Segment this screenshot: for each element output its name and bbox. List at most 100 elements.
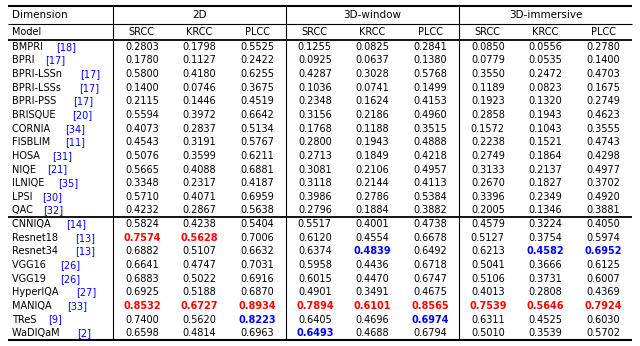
- Text: 0.6101: 0.6101: [354, 301, 391, 311]
- Text: 0.5041: 0.5041: [471, 260, 505, 270]
- Text: 0.1499: 0.1499: [413, 83, 447, 93]
- Text: 0.3881: 0.3881: [586, 206, 620, 216]
- Text: [17]: [17]: [79, 83, 99, 93]
- Text: 0.4298: 0.4298: [586, 151, 620, 161]
- Text: 0.6641: 0.6641: [125, 260, 159, 270]
- Text: 0.3491: 0.3491: [356, 287, 389, 297]
- Text: 0.4688: 0.4688: [356, 328, 389, 338]
- Text: 0.0741: 0.0741: [356, 83, 389, 93]
- Text: 0.4920: 0.4920: [586, 192, 620, 202]
- Text: 0.6925: 0.6925: [125, 287, 159, 297]
- Text: 0.3972: 0.3972: [182, 110, 216, 120]
- Text: PLCC: PLCC: [244, 27, 269, 37]
- Text: 0.5106: 0.5106: [471, 274, 505, 284]
- Text: 0.2749: 0.2749: [471, 151, 505, 161]
- Text: BPRI-LSSn: BPRI-LSSn: [12, 69, 65, 79]
- Text: [11]: [11]: [65, 137, 85, 147]
- Text: 0.4187: 0.4187: [240, 178, 274, 188]
- Text: 0.4738: 0.4738: [413, 219, 447, 229]
- Text: 0.5628: 0.5628: [180, 233, 218, 243]
- Text: 0.4957: 0.4957: [413, 165, 447, 174]
- Text: 0.8532: 0.8532: [123, 301, 161, 311]
- Text: 0.4623: 0.4623: [586, 110, 620, 120]
- Text: 0.4088: 0.4088: [182, 165, 216, 174]
- Text: 0.0556: 0.0556: [529, 42, 563, 52]
- Text: 0.6015: 0.6015: [298, 274, 332, 284]
- Text: 0.4238: 0.4238: [182, 219, 216, 229]
- Text: 3D-immersive: 3D-immersive: [509, 10, 582, 20]
- Text: 0.3028: 0.3028: [356, 69, 389, 79]
- Text: 0.2867: 0.2867: [182, 206, 216, 216]
- Text: 0.6882: 0.6882: [125, 246, 159, 256]
- Text: 0.1943: 0.1943: [356, 137, 389, 147]
- Text: 0.2186: 0.2186: [356, 110, 389, 120]
- Text: 0.2238: 0.2238: [471, 137, 505, 147]
- Text: 0.4543: 0.4543: [125, 137, 159, 147]
- Text: 0.2472: 0.2472: [529, 69, 563, 79]
- Text: 0.4073: 0.4073: [125, 124, 159, 134]
- Text: [26]: [26]: [60, 274, 80, 284]
- Text: 0.4436: 0.4436: [356, 260, 389, 270]
- Text: 0.6952: 0.6952: [584, 246, 622, 256]
- Text: 0.2115: 0.2115: [125, 97, 159, 106]
- Text: 0.8934: 0.8934: [238, 301, 276, 311]
- Text: 0.4747: 0.4747: [182, 260, 216, 270]
- Text: [26]: [26]: [60, 260, 80, 270]
- Text: 0.5638: 0.5638: [240, 206, 274, 216]
- Text: 0.5127: 0.5127: [471, 233, 505, 243]
- Text: 0.4218: 0.4218: [413, 151, 447, 161]
- Text: 0.3348: 0.3348: [125, 178, 159, 188]
- Text: 0.1624: 0.1624: [356, 97, 389, 106]
- Text: 0.3133: 0.3133: [471, 165, 505, 174]
- Text: ILNIQE: ILNIQE: [12, 178, 47, 188]
- Text: KRCC: KRCC: [532, 27, 559, 37]
- Text: 0.1943: 0.1943: [529, 110, 563, 120]
- Text: 0.2786: 0.2786: [356, 192, 389, 202]
- Text: KRCC: KRCC: [360, 27, 386, 37]
- Text: 0.3599: 0.3599: [182, 151, 216, 161]
- Text: 0.5710: 0.5710: [125, 192, 159, 202]
- Text: MANIQA: MANIQA: [12, 301, 55, 311]
- Text: 0.7539: 0.7539: [469, 301, 507, 311]
- Text: 0.3081: 0.3081: [298, 165, 332, 174]
- Text: [17]: [17]: [81, 69, 100, 79]
- Text: [17]: [17]: [73, 97, 93, 106]
- Text: 0.2837: 0.2837: [182, 124, 216, 134]
- Text: 0.6883: 0.6883: [125, 274, 159, 284]
- Text: 0.1043: 0.1043: [529, 124, 563, 134]
- Text: 0.5517: 0.5517: [298, 219, 332, 229]
- Text: WaDIQaM: WaDIQaM: [12, 328, 63, 338]
- Text: 0.1827: 0.1827: [529, 178, 563, 188]
- Text: 0.6632: 0.6632: [240, 246, 274, 256]
- Text: 3D-window: 3D-window: [344, 10, 401, 20]
- Text: 0.3882: 0.3882: [413, 206, 447, 216]
- Text: 0.7924: 0.7924: [584, 301, 622, 311]
- Text: 0.2106: 0.2106: [356, 165, 389, 174]
- Text: 0.6963: 0.6963: [241, 328, 274, 338]
- Text: 0.2808: 0.2808: [529, 287, 563, 297]
- Text: 0.3118: 0.3118: [298, 178, 332, 188]
- Text: 0.4582: 0.4582: [527, 246, 564, 256]
- Text: 0.6678: 0.6678: [413, 233, 447, 243]
- Text: 0.3396: 0.3396: [471, 192, 505, 202]
- Text: 0.1521: 0.1521: [529, 137, 563, 147]
- Text: 0.6916: 0.6916: [241, 274, 274, 284]
- Text: 0.4554: 0.4554: [356, 233, 389, 243]
- Text: PLCC: PLCC: [418, 27, 443, 37]
- Text: 0.6213: 0.6213: [471, 246, 505, 256]
- Text: 0.6493: 0.6493: [296, 328, 333, 338]
- Text: 0.5974: 0.5974: [586, 233, 620, 243]
- Text: Resnet34: Resnet34: [12, 246, 61, 256]
- Text: 0.0825: 0.0825: [356, 42, 389, 52]
- Text: 0.6125: 0.6125: [586, 260, 620, 270]
- Text: 0.4839: 0.4839: [354, 246, 391, 256]
- Text: 0.1768: 0.1768: [298, 124, 332, 134]
- Text: [13]: [13]: [76, 233, 95, 243]
- Text: KRCC: KRCC: [186, 27, 212, 37]
- Text: 0.6870: 0.6870: [240, 287, 274, 297]
- Text: 0.5525: 0.5525: [240, 42, 274, 52]
- Text: 0.3666: 0.3666: [529, 260, 563, 270]
- Text: 0.0823: 0.0823: [529, 83, 563, 93]
- Text: 0.1675: 0.1675: [586, 83, 620, 93]
- Text: 0.3675: 0.3675: [240, 83, 274, 93]
